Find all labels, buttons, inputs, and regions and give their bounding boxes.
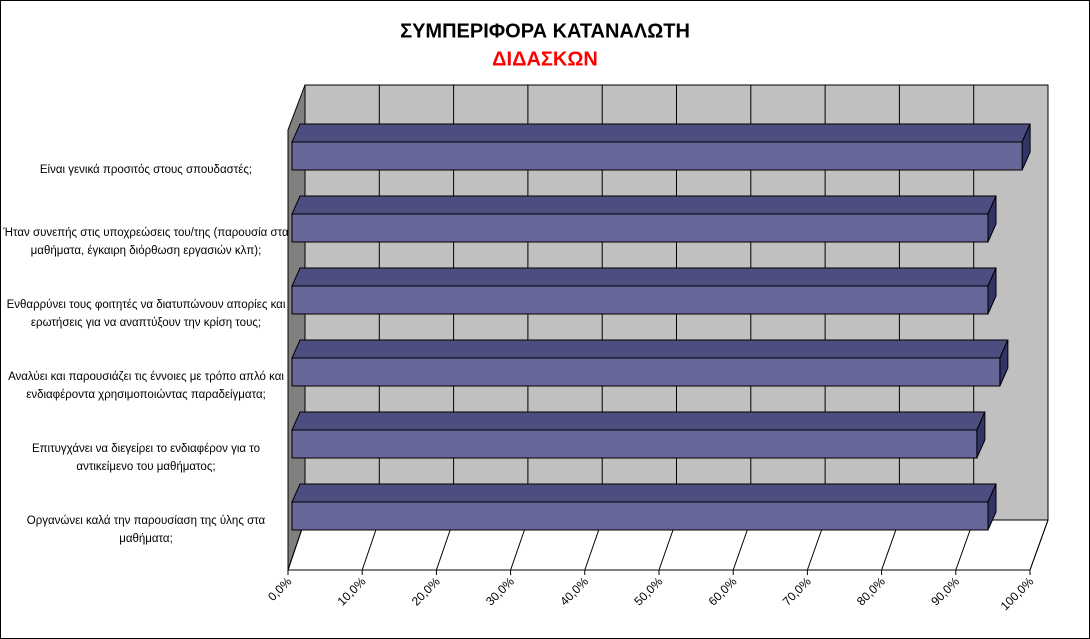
- bar-top: [291, 339, 1009, 359]
- y-tick-label: Επιτυγχάνει να διεγείρει το ενδιαφέρον γ…: [31, 443, 261, 473]
- bar-top: [291, 411, 986, 431]
- y-tick-label: Οργανώνει καλά την παρουσίαση της ύλης σ…: [26, 515, 266, 545]
- bar-top: [291, 195, 997, 215]
- y-tick-label: Ήταν συνεπής στις υποχρεώσεις του/της (π…: [3, 227, 289, 257]
- chart-subtitle: ΔΙΔΑΣΚΩΝ: [492, 48, 598, 70]
- bar: [291, 357, 1001, 387]
- bar: [291, 141, 1023, 171]
- bar-top: [291, 483, 997, 503]
- bar-top: [291, 267, 997, 287]
- y-tick-label: Ενθαρρύνει τους φοιτητές να διατυπώνουν …: [6, 299, 286, 329]
- bar: [291, 501, 989, 531]
- y-tick-label: Αναλύει και παρουσιάζει τις έννοιες με τ…: [8, 371, 284, 401]
- bar: [291, 429, 978, 459]
- bar: [291, 213, 989, 243]
- grid-line: [1029, 519, 1049, 571]
- y-tick-label: Είναι γενικά προσιτός στους σπουδαστές;: [39, 164, 253, 176]
- bar-top: [291, 123, 1031, 143]
- chart-title: ΣΥΜΠΕΡΙΦΟΡΑ ΚΑΤΑΝΑΛΩΤΗ: [400, 20, 690, 42]
- bar: [291, 285, 989, 315]
